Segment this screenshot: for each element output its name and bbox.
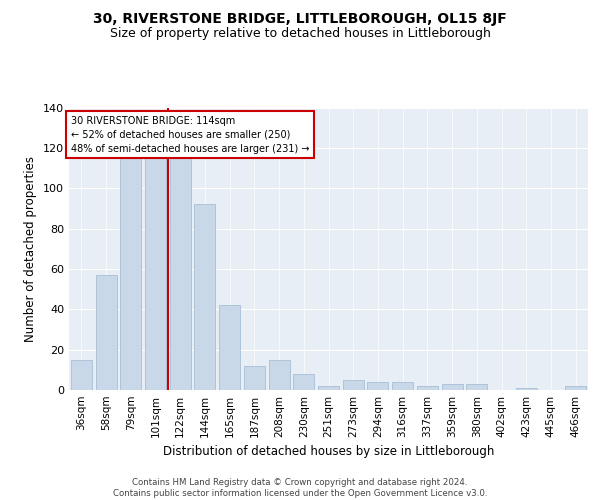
Bar [170, 152, 191, 390]
Bar [71, 360, 92, 390]
Bar [293, 374, 314, 390]
Bar [269, 360, 290, 390]
Bar [516, 388, 537, 390]
Text: Size of property relative to detached houses in Littleborough: Size of property relative to detached ho… [110, 28, 490, 40]
Text: 30, RIVERSTONE BRIDGE, LITTLEBOROUGH, OL15 8JF: 30, RIVERSTONE BRIDGE, LITTLEBOROUGH, OL… [93, 12, 507, 26]
Y-axis label: Number of detached properties: Number of detached properties [25, 156, 37, 342]
Bar [343, 380, 364, 390]
Bar [318, 386, 339, 390]
X-axis label: Distribution of detached houses by size in Littleborough: Distribution of detached houses by size … [163, 446, 494, 458]
Bar [95, 275, 116, 390]
Bar [194, 204, 215, 390]
Bar [145, 152, 166, 390]
Bar [120, 158, 141, 390]
Bar [367, 382, 388, 390]
Bar [219, 305, 240, 390]
Bar [565, 386, 586, 390]
Text: Contains HM Land Registry data © Crown copyright and database right 2024.
Contai: Contains HM Land Registry data © Crown c… [113, 478, 487, 498]
Bar [392, 382, 413, 390]
Text: 30 RIVERSTONE BRIDGE: 114sqm
← 52% of detached houses are smaller (250)
48% of s: 30 RIVERSTONE BRIDGE: 114sqm ← 52% of de… [71, 116, 310, 154]
Bar [417, 386, 438, 390]
Bar [244, 366, 265, 390]
Bar [466, 384, 487, 390]
Bar [442, 384, 463, 390]
